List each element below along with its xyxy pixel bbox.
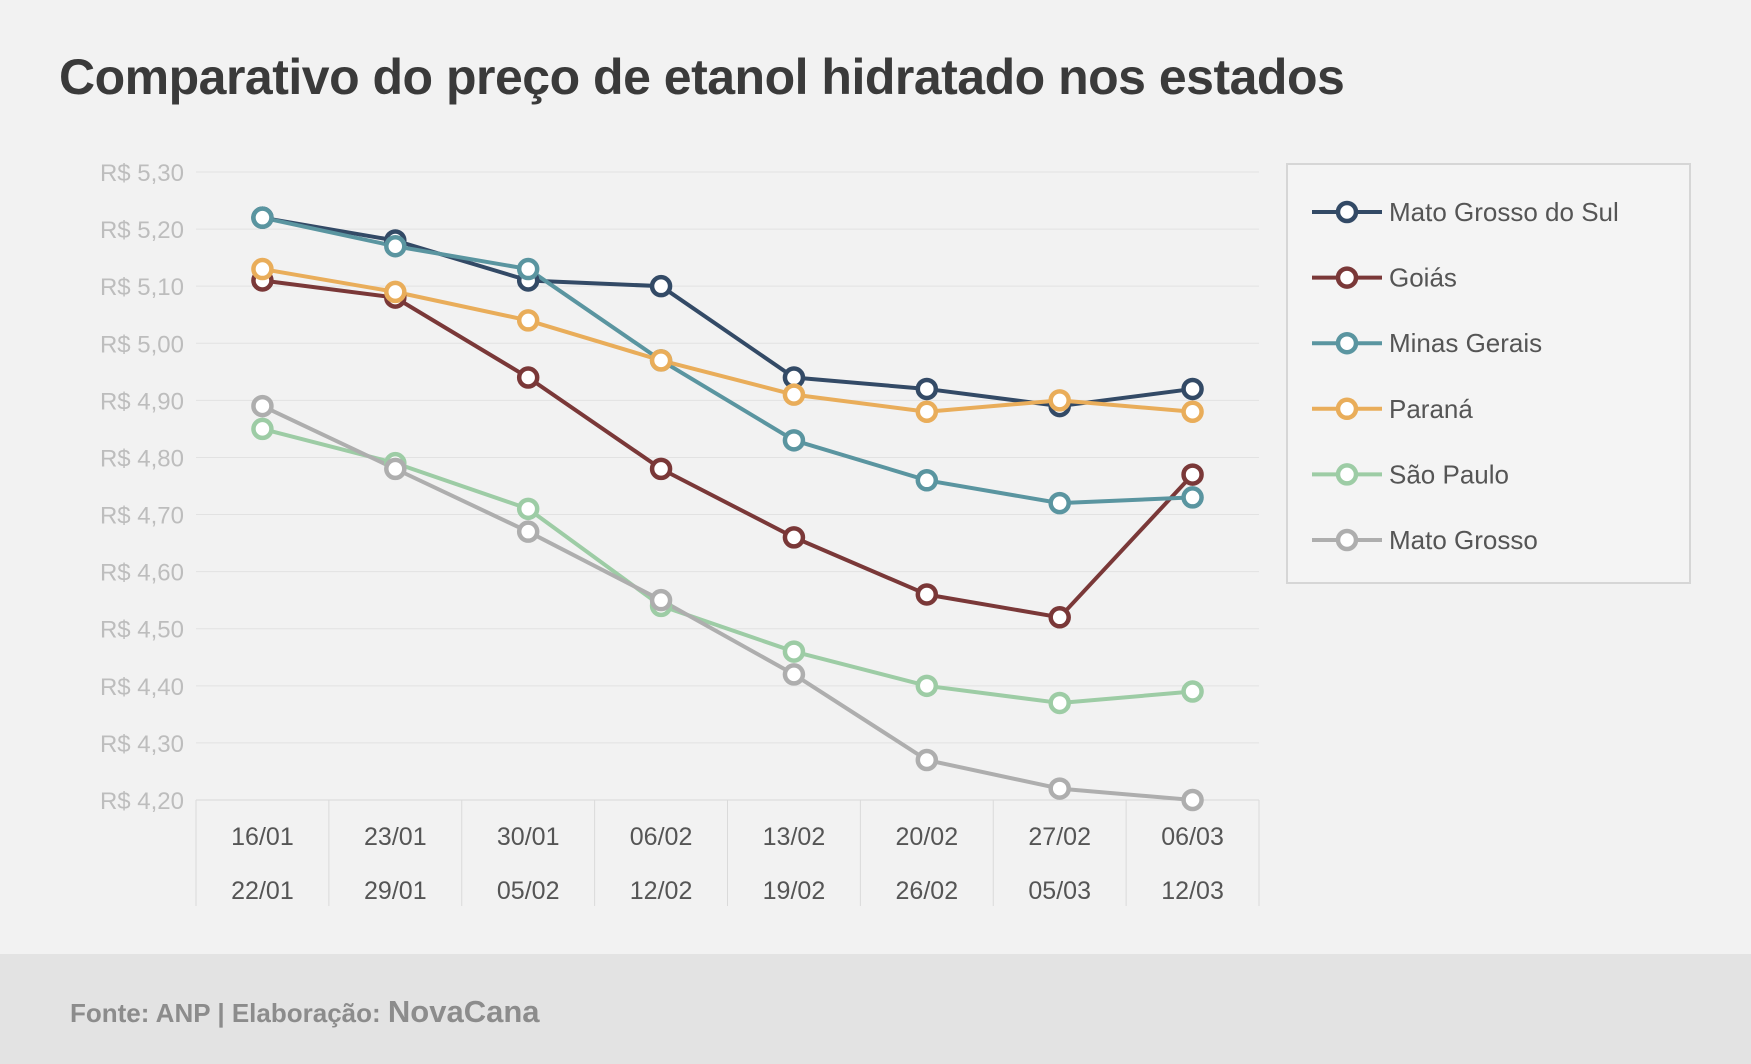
y-tick-label: R$ 4,60 xyxy=(100,560,184,587)
data-point xyxy=(782,383,806,406)
x-tick-label: 30/01 xyxy=(497,823,560,851)
grid xyxy=(196,171,1259,801)
legend-label: Minas Gerais xyxy=(1389,328,1542,358)
legend-swatch-marker xyxy=(1335,463,1359,486)
source-text: Fonte: ANP | Elaboração: xyxy=(70,998,381,1028)
x-tick-label: 06/03 xyxy=(1161,823,1224,851)
y-tick-label: R$ 5,00 xyxy=(100,331,184,358)
x-tick-label: 26/02 xyxy=(896,877,959,905)
x-tick-label: 16/01 xyxy=(231,823,294,851)
data-point xyxy=(251,206,274,229)
data-point xyxy=(384,234,407,258)
x-tick-label: 27/02 xyxy=(1028,823,1091,851)
data-point xyxy=(915,377,939,401)
series-line xyxy=(261,404,1193,802)
chart-title: Comparativo do preço de etanol hidratado… xyxy=(59,49,1345,105)
x-tick-label: 13/02 xyxy=(763,823,826,851)
data-point xyxy=(516,309,540,332)
data-point xyxy=(251,394,274,418)
data-point xyxy=(915,400,939,424)
data-point xyxy=(1048,606,1071,629)
y-tick-label: R$ 4,50 xyxy=(100,617,184,644)
data-point xyxy=(1181,400,1204,424)
data-point xyxy=(516,257,540,281)
data-point xyxy=(384,457,407,481)
data-point xyxy=(915,674,939,698)
data-point xyxy=(782,429,806,452)
y-tick-label: R$ 5,10 xyxy=(100,274,184,301)
series-line xyxy=(262,267,1193,414)
y-tick-label: R$ 5,20 xyxy=(100,217,184,244)
brand-name: NovaCana xyxy=(387,994,540,1029)
legend-swatch-marker xyxy=(1335,397,1359,421)
x-tick-label: 12/02 xyxy=(630,877,693,905)
legend-swatch-marker xyxy=(1335,266,1359,289)
x-tick-label: 20/02 xyxy=(896,823,959,851)
x-tick-label: 05/02 xyxy=(497,877,560,905)
legend-box xyxy=(1286,163,1691,584)
y-tick-label: R$ 5,30 xyxy=(100,160,184,187)
x-tick-label: 29/01 xyxy=(364,877,427,905)
x-tick-label: 05/03 xyxy=(1028,877,1091,905)
y-tick-label: R$ 4,30 xyxy=(100,731,184,758)
x-tick-label: 19/02 xyxy=(763,877,826,905)
data-point xyxy=(1181,463,1204,486)
data-point xyxy=(915,583,939,606)
data-point xyxy=(1181,680,1204,703)
x-tick-label: 23/01 xyxy=(364,823,427,851)
data-point xyxy=(1181,377,1204,401)
data-point xyxy=(915,748,939,772)
data-point xyxy=(1181,788,1204,812)
data-point xyxy=(782,526,806,549)
line-chart: R$ 4,20 R$ 4,30 R$ 4,40 R$ 4,50 R$ 4,60 R$ 4,… xyxy=(100,160,1691,906)
footer: Fonte: ANP | Elaboração: NovaCana xyxy=(0,954,1751,1064)
data-point xyxy=(384,280,407,304)
legend-swatch-marker xyxy=(1335,528,1359,552)
data-point xyxy=(649,349,673,372)
y-tick-label: R$ 4,40 xyxy=(100,674,184,701)
x-tick-label: 12/03 xyxy=(1161,877,1224,905)
data-point xyxy=(516,366,540,389)
legend-swatch-marker xyxy=(1335,331,1359,355)
data-point xyxy=(1181,486,1204,509)
legend: Mato Grosso do Sul Goiás Minas Gerais Paran… xyxy=(1286,163,1691,584)
series-layer xyxy=(251,206,1204,812)
data-point xyxy=(251,257,274,281)
axes: R$ 4,20 R$ 4,30 R$ 4,40 R$ 4,50 R$ 4,60 R$ 4,… xyxy=(100,160,1260,906)
series-line xyxy=(261,426,1193,705)
series-line xyxy=(262,278,1195,620)
y-tick-label: R$ 4,20 xyxy=(100,788,184,815)
data-point xyxy=(516,520,540,543)
footer-text: Fonte: ANP | Elaboração: NovaCana xyxy=(70,994,540,1030)
data-point xyxy=(782,663,806,686)
x-tick-label: 06/02 xyxy=(630,823,693,851)
data-point xyxy=(649,274,673,298)
y-tick-label: R$ 4,70 xyxy=(100,503,184,530)
data-point xyxy=(782,640,806,663)
data-point xyxy=(516,497,540,521)
data-point xyxy=(1048,691,1071,715)
series-line xyxy=(262,215,1193,506)
data-point xyxy=(915,469,939,492)
data-point xyxy=(1048,491,1071,515)
data-point xyxy=(1048,777,1071,800)
legend-label: Goiás xyxy=(1389,263,1457,293)
data-point xyxy=(251,417,274,441)
legend-label: Paraná xyxy=(1389,394,1473,424)
legend-label: Mato Grosso do Sul xyxy=(1389,197,1619,227)
legend-label: São Paulo xyxy=(1389,459,1509,489)
data-point xyxy=(649,457,673,481)
x-tick-label: 22/01 xyxy=(231,877,294,905)
data-point xyxy=(1048,389,1071,412)
y-tick-label: R$ 4,80 xyxy=(100,445,184,472)
legend-label: Mato Grosso xyxy=(1389,525,1538,555)
data-point xyxy=(649,588,673,612)
y-tick-label: R$ 4,90 xyxy=(100,388,184,415)
legend-swatch-marker xyxy=(1335,200,1359,224)
